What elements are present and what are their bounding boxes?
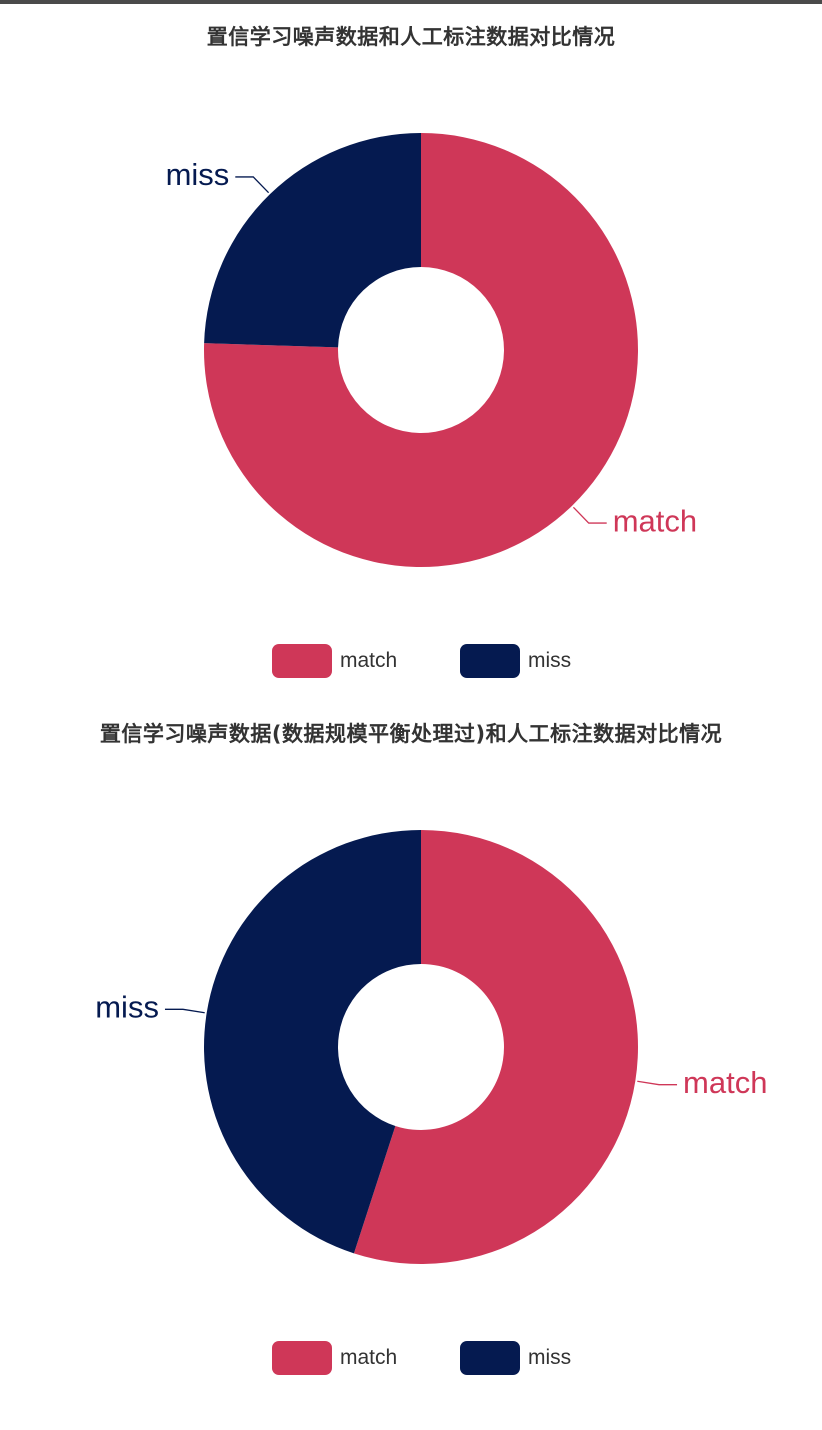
legend-label-miss: miss [528,649,572,672]
slice-miss[interactable] [204,133,421,348]
slice-label-miss: miss [95,989,159,1024]
chart-1-donut: match miss [166,133,697,567]
legend-item-miss[interactable]: miss [460,1340,571,1376]
legend-swatch-miss [460,1341,520,1375]
leader-line-match [637,1080,678,1086]
leader-line-match [572,506,607,524]
legend-label-match: match [340,1346,398,1369]
slice-match[interactable] [353,830,638,1264]
chart-2-legend: match miss [0,1340,822,1376]
leader-line-miss [164,1008,205,1014]
legend-label-match: match [340,649,398,672]
leader-line-miss [235,176,270,194]
legend-swatch-match [272,1341,332,1375]
slice-label-match: match [613,503,697,538]
slice-label-match: match [683,1065,767,1100]
chart-2-title: 置信学习噪声数据(数据规模平衡处理过)和人工标注数据对比情况 [99,722,723,746]
legend-item-match[interactable]: match [272,1340,397,1376]
slice-match[interactable] [203,133,638,567]
chart-2-donut: match miss [95,830,767,1264]
slice-miss[interactable] [204,830,421,1254]
legend-item-miss[interactable]: miss [460,643,571,679]
legend-label-miss: miss [528,1346,572,1369]
chart-2: 置信学习噪声数据(数据规模平衡处理过)和人工标注数据对比情况 match miss… [0,700,822,1430]
slice-label-miss: miss [166,157,230,192]
window-top-bar [0,0,822,4]
chart-1-legend: match miss [0,643,822,679]
chart-1-title: 置信学习噪声数据和人工标注数据对比情况 [206,25,616,49]
chart-1: 置信学习噪声数据和人工标注数据对比情况 match miss match miss [0,0,822,700]
legend-swatch-match [272,644,332,678]
legend-swatch-miss [460,644,520,678]
legend-item-match[interactable]: match [272,643,397,679]
